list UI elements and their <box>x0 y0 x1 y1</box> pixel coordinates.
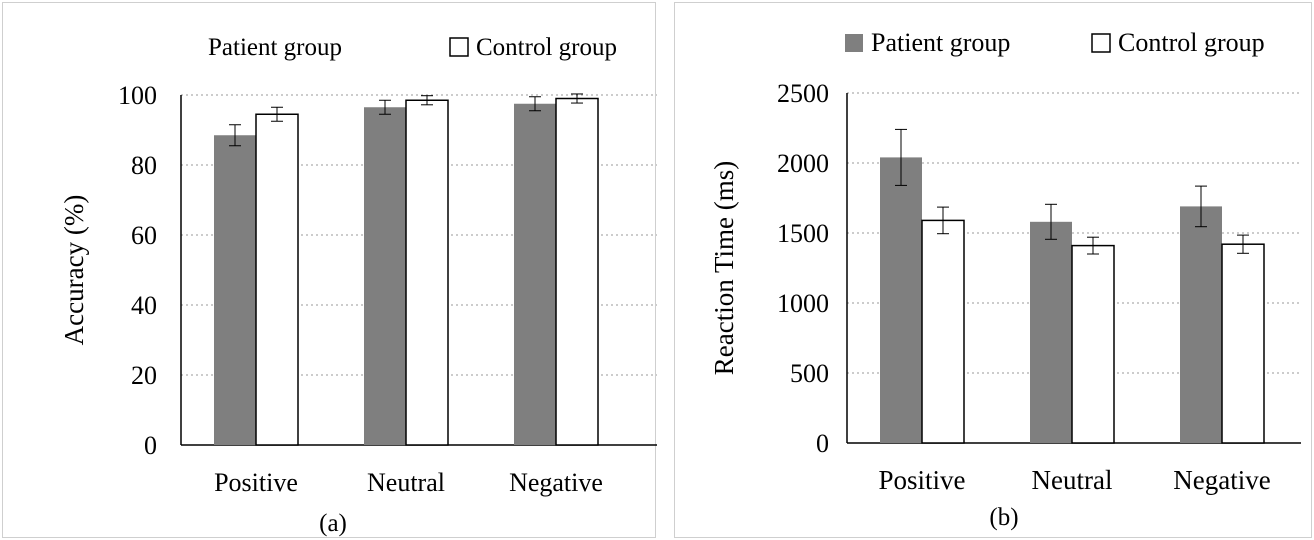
y-tick-label: 500 <box>790 359 829 388</box>
bar-control-positive <box>255 113 299 446</box>
y-tick-label: 40 <box>131 291 157 320</box>
y-tick-label: 0 <box>144 431 157 460</box>
y-tick-label: 1000 <box>777 289 829 318</box>
y-tick-label: 2500 <box>777 79 829 108</box>
panel-label: (b) <box>989 504 1018 531</box>
y-tick-label: 80 <box>131 151 157 180</box>
y-tick-label: 1500 <box>777 219 829 248</box>
panel-label: (a) <box>319 510 347 537</box>
x-tick-label: Negative <box>509 468 603 497</box>
bar-patient-negative <box>514 103 556 445</box>
bar-control-neutral <box>405 99 449 446</box>
bar-control-neutral <box>1071 244 1115 444</box>
chart-panel-accuracy: 0 20 40 60 80 100 Accuracy (%) Positive Neutral N… <box>2 2 657 538</box>
legend-swatch-control <box>449 37 469 57</box>
x-tick-label: Negative <box>1173 465 1270 495</box>
legend-label-control: Control group <box>476 34 617 61</box>
y-tick-label: 0 <box>816 429 829 458</box>
legend-label-patient: Patient group <box>208 34 342 61</box>
y-tick-label: 100 <box>118 81 157 110</box>
y-axis-label: Reaction Time (ms) <box>709 161 739 376</box>
bar-control-positive <box>921 219 965 444</box>
bar-control-negative <box>555 97 599 446</box>
y-tick-label: 20 <box>131 361 157 390</box>
x-tick-label: Neutral <box>367 468 445 497</box>
x-tick-label: Positive <box>878 465 965 495</box>
legend-swatch-control <box>1091 33 1111 53</box>
chart-panel-reaction-time: 0 500 1000 1500 2000 2500 Reaction Time (ms) Po… <box>674 2 1312 538</box>
bar-patient-positive <box>880 157 922 443</box>
bar-patient-negative <box>1180 206 1222 443</box>
y-tick-label: 60 <box>131 221 157 250</box>
bar-patient-neutral <box>364 107 406 445</box>
bar-patient-positive <box>214 135 256 445</box>
accuracy-chart: 0 20 40 60 80 100 Accuracy (%) Positive Neutral N… <box>59 34 657 537</box>
x-tick-label: Neutral <box>1032 465 1113 495</box>
bar-control-negative <box>1221 243 1265 444</box>
x-tick-label: Positive <box>214 468 298 497</box>
y-axis-label: Accuracy (%) <box>59 195 89 346</box>
legend-label-patient: Patient group <box>871 28 1010 57</box>
legend-swatch-patient <box>845 34 863 52</box>
bar-patient-neutral <box>1030 221 1072 443</box>
legend-label-control: Control group <box>1118 28 1265 57</box>
reaction-time-chart: 0 500 1000 1500 2000 2500 Reaction Time (ms) Po… <box>709 28 1301 531</box>
y-tick-label: 2000 <box>777 149 829 178</box>
